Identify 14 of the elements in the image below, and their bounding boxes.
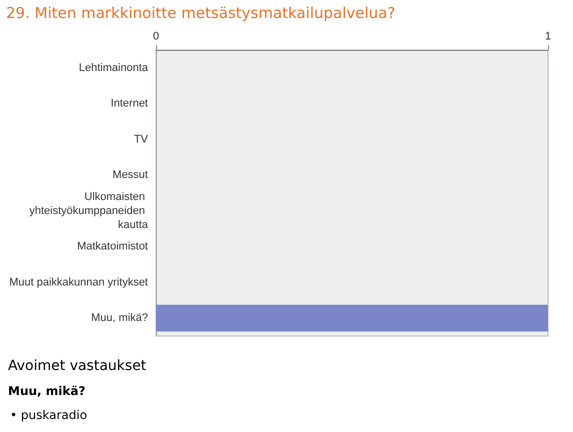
x-tick-label: 1 [544, 30, 552, 42]
y-tick-label: Lehtimainonta [78, 62, 149, 74]
text: • puskaradio [10, 408, 88, 422]
text: Muu, mikä? [8, 384, 86, 398]
y-tick-label: Muut paikkakunnan yritykset [9, 276, 148, 288]
y-tick-label: Internet [110, 98, 148, 110]
chart-title: 29. Miten markkinoitte metsästysmatkailupalvelua? [6, 4, 396, 22]
y-tick-label: Ulkomaisten yhteistyökumppaneiden kautta [29, 190, 149, 231]
text: Avoimet vastaukset [8, 358, 146, 374]
y-tick-label: TV [134, 133, 149, 146]
y-tick-label: Messut [112, 169, 148, 182]
y-tick-label: Matkatoimistot [77, 240, 148, 253]
x-tick-label: 0 [152, 30, 160, 42]
y-tick-label: Muu, mikä? [91, 312, 148, 324]
